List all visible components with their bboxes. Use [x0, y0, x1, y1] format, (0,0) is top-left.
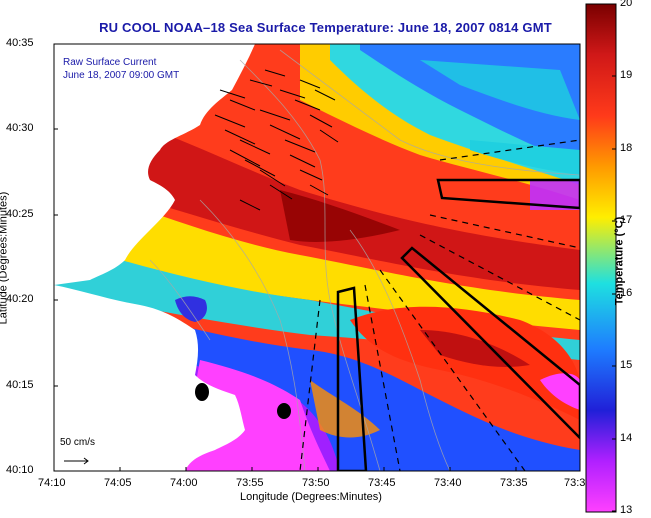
x-tick-label: 73:40	[434, 477, 462, 489]
x-tick-label: 73:3	[564, 477, 586, 489]
x-tick-label: 73:45	[368, 477, 396, 489]
y-tick-label: 40:15	[6, 379, 34, 391]
y-tick-label: 40:20	[6, 293, 34, 305]
colorbar-label: Temperature (°C)	[613, 216, 626, 306]
colorbar-tick-label: 20	[620, 0, 633, 9]
colorbar-tick-label: 13	[620, 504, 633, 516]
x-tick-label: 74:05	[104, 477, 132, 489]
axis-ticks	[53, 43, 517, 472]
figure-title: RU COOL NOAA–18 Sea Surface Temperature:…	[99, 20, 552, 35]
y-tick-label: 40:35	[6, 37, 34, 49]
y-tick-label: 40:10	[6, 464, 34, 476]
colorbar-tick-label: 16	[620, 287, 633, 299]
sst-field	[54, 44, 580, 471]
current-vectors	[214, 69, 339, 211]
y-tick-label: 40:25	[6, 208, 34, 220]
scale-label: 50 cm/s	[60, 437, 96, 448]
y-axis-label: Latitude (Degrees:Minutes)	[0, 191, 10, 325]
scale-arrow	[64, 457, 89, 465]
colorbar-tick-label: 14	[620, 432, 633, 444]
colorbar-tick-label: 15	[620, 359, 633, 371]
colorbar-tick-label: 19	[620, 69, 633, 81]
colorbar-ticks	[612, 3, 616, 512]
legend-title: Raw Surface Current	[63, 57, 157, 68]
x-axis-label: Longitude (Degrees:Minutes)	[240, 491, 382, 503]
x-tick-label: 74:10	[38, 477, 66, 489]
x-tick-label: 73:55	[236, 477, 264, 489]
plot-frame	[53, 43, 581, 472]
colorbar-tick-label: 18	[620, 142, 633, 154]
x-tick-label: 73:35	[500, 477, 528, 489]
y-tick-label: 40:30	[6, 122, 34, 134]
x-tick-label: 73:50	[302, 477, 330, 489]
colorbar-tick-label: 17	[620, 214, 633, 226]
legend-time: June 18, 2007 09:00 GMT	[63, 70, 180, 81]
x-tick-label: 74:00	[170, 477, 198, 489]
colorbar	[585, 3, 617, 513]
